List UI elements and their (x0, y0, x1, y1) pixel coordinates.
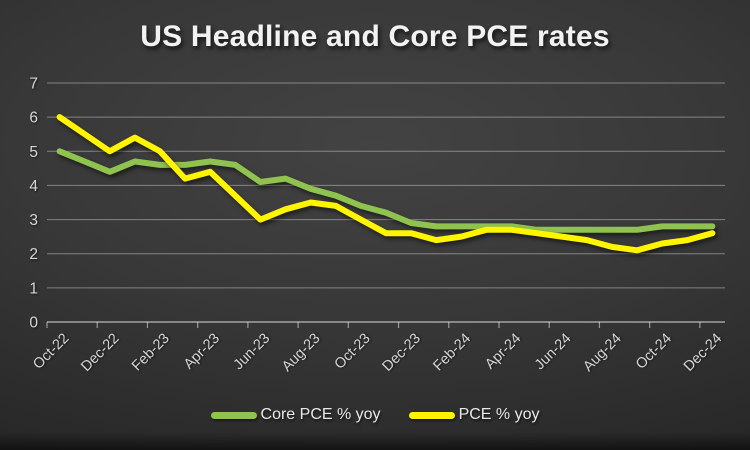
x-axis-tick-label: Feb-23 (129, 331, 173, 375)
y-axis-tick-label: 6 (29, 110, 38, 127)
chart-legend: Core PCE % yoy PCE % yoy (0, 406, 750, 424)
x-axis-tick-label: Dec-23 (380, 331, 424, 375)
legend-label-pce: PCE % yoy (458, 406, 540, 423)
x-axis-tick-label: Oct-24 (633, 331, 675, 373)
y-axis-tick-label: 3 (29, 212, 38, 229)
legend-label-core-pce: Core PCE % yoy (260, 406, 381, 423)
pce-line (56, 114, 716, 254)
x-axis-tick-label: Aug-23 (279, 331, 323, 375)
y-axis-tick-label: 4 (29, 178, 38, 195)
x-axis-tick-label: Feb-24 (430, 331, 474, 375)
x-axis-tick-label: Oct-22 (30, 331, 72, 373)
x-axis-tick-label: Apr-24 (482, 331, 524, 373)
x-axis-tick-label: Dec-24 (681, 331, 725, 375)
y-axis-tick-label: 7 (29, 76, 38, 93)
y-axis-tick-label: 2 (29, 246, 38, 263)
x-axis-tick-label: Oct-23 (332, 331, 374, 373)
legend-swatch-pce-icon (408, 411, 455, 419)
chart-title: US Headline and Core PCE rates (140, 20, 610, 53)
x-axis-tick-label: Dec-22 (78, 331, 122, 375)
x-axis-tick-label: Jun-23 (231, 331, 274, 374)
legend-item-core-pce: Core PCE % yoy (210, 406, 381, 424)
y-axis-tick-label: 5 (29, 144, 38, 161)
y-axis-tick-label: 0 (29, 315, 38, 332)
core-pce-line (56, 148, 716, 233)
legend-item-pce: PCE % yoy (408, 406, 540, 424)
y-axis-tick-label: 1 (29, 280, 38, 297)
x-axis-tick-label: Aug-24 (580, 331, 624, 375)
legend-swatch-core-pce-icon (210, 411, 257, 419)
x-axis-tick-label: Apr-23 (181, 331, 223, 373)
x-axis-tick-label: Jun-24 (532, 331, 575, 374)
